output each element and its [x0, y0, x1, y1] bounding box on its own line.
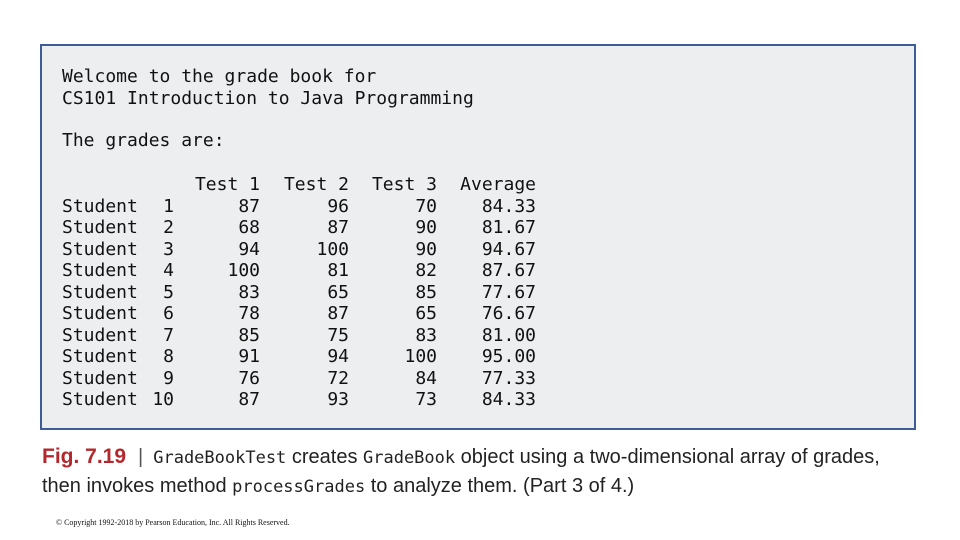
test-2-score: 87	[327, 303, 349, 324]
test-3-score: 100	[404, 346, 437, 367]
test-3-score: 82	[415, 260, 437, 281]
caption-code-gradebooktest: GradeBookTest	[153, 448, 287, 468]
table-row: Student 4 100 81 82 87.67	[62, 260, 536, 282]
average-score: 76.67	[481, 303, 536, 324]
test-2-score: 96	[327, 195, 349, 217]
student-label: Student	[62, 367, 138, 389]
caption-text: then invokes method	[42, 475, 233, 497]
caption-text: to analyze them. (Part 3 of 4.)	[365, 475, 635, 497]
test-1-score: 76	[238, 367, 260, 389]
caption-code-processgrades: processGrades	[232, 477, 366, 497]
student-label: Student	[62, 389, 138, 410]
average-score: 84.33	[481, 195, 536, 217]
student-label: Student	[62, 346, 138, 367]
copyright-notice: © Copyright 1992-2018 by Pearson Educati…	[56, 518, 290, 527]
student-label: Student	[62, 324, 138, 346]
test-3-score: 90	[415, 217, 437, 238]
test-2-score: 65	[327, 281, 349, 303]
test-3-score: 84	[415, 367, 437, 389]
test-2-score: 93	[327, 389, 349, 410]
table-row: Student 9 76 72 84 77.33	[62, 368, 536, 390]
student-number: 7	[163, 324, 174, 346]
table-row: Student 6 78 87 65 76.67	[62, 303, 536, 325]
test-1-score: 87	[238, 195, 260, 217]
student-number: 10	[152, 389, 174, 410]
caption-code-gradebook: GradeBook	[363, 448, 456, 468]
average-score: 81.67	[481, 217, 536, 238]
test-1-score: 83	[238, 281, 260, 303]
average-score: 87.67	[481, 260, 536, 281]
average-score: 84.33	[481, 389, 536, 410]
grades-table: Test 1 Test 2 Test 3 Average Student 1 87 9…	[62, 174, 536, 411]
average-score: 77.67	[481, 281, 536, 303]
test-1-score: 78	[238, 303, 260, 324]
figure-label: Fig. 7.19	[42, 445, 127, 468]
table-row: Student 2 68 87 90 81.67	[62, 217, 536, 239]
figure-caption: Fig. 7.19 | GradeBookTest creates GradeBoo…	[42, 443, 922, 501]
student-number: 6	[163, 303, 174, 324]
student-label: Student	[62, 260, 138, 281]
console-output-panel: Welcome to the grade book for CS101 Intr…	[40, 44, 916, 430]
table-row: Student 3 94 100 90 94.67	[62, 239, 536, 261]
table-row: Student 7 85 75 83 81.00	[62, 325, 536, 347]
caption-text: object using a two-dimensional array of …	[455, 446, 880, 468]
header-test-1: Test 1	[194, 174, 260, 195]
test-1-score: 100	[227, 260, 260, 281]
student-label: Student	[62, 195, 138, 217]
table-row: Student 5 83 65 85 77.67	[62, 282, 536, 304]
welcome-line: Welcome to the grade book for	[62, 66, 377, 87]
student-number: 4	[163, 260, 174, 281]
grades-table-body: Student 1 87 96 70 84.33 Student 2 68 87 90 81.67 St…	[62, 196, 536, 411]
student-number: 3	[163, 238, 174, 260]
student-number: 9	[163, 367, 174, 389]
header-average: Average	[460, 174, 536, 195]
test-1-score: 85	[238, 324, 260, 346]
test-3-score: 83	[415, 324, 437, 346]
student-label: Student	[62, 303, 138, 324]
test-1-score: 94	[238, 238, 260, 260]
student-label: Student	[62, 281, 138, 303]
test-2-score: 75	[327, 324, 349, 346]
table-row: Student 8 91 94 100 95.00	[62, 346, 536, 368]
test-1-score: 91	[238, 346, 260, 367]
test-3-score: 70	[415, 195, 437, 217]
test-3-score: 85	[415, 281, 437, 303]
student-label: Student	[62, 238, 138, 260]
test-2-score: 87	[327, 217, 349, 238]
test-2-score: 72	[327, 367, 349, 389]
test-3-score: 65	[415, 303, 437, 324]
test-1-score: 87	[238, 389, 260, 410]
student-number: 1	[163, 195, 174, 217]
test-3-score: 90	[415, 238, 437, 260]
test-2-score: 94	[327, 346, 349, 367]
table-row: Student 1 87 96 70 84.33	[62, 196, 536, 218]
student-number: 8	[163, 346, 174, 367]
student-number: 5	[163, 281, 174, 303]
test-3-score: 73	[415, 389, 437, 410]
student-label: Student	[62, 217, 138, 238]
course-name-line: CS101 Introduction to Java Programming	[62, 88, 474, 109]
table-row: Student 10 87 93 73 84.33	[62, 389, 536, 411]
header-test-2: Test 2	[283, 174, 349, 195]
grades-table-header: Test 1 Test 2 Test 3 Average	[62, 174, 536, 196]
figure-separator: |	[138, 446, 144, 468]
test-2-score: 100	[316, 238, 349, 260]
caption-text: creates	[286, 446, 363, 468]
average-score: 94.67	[481, 238, 536, 260]
test-2-score: 81	[327, 260, 349, 281]
average-score: 81.00	[481, 324, 536, 346]
student-number: 2	[163, 217, 174, 238]
header-test-3: Test 3	[371, 174, 437, 195]
test-1-score: 68	[238, 217, 260, 238]
grades-heading-line: The grades are:	[62, 130, 225, 151]
average-score: 95.00	[481, 346, 536, 367]
average-score: 77.33	[481, 367, 536, 389]
